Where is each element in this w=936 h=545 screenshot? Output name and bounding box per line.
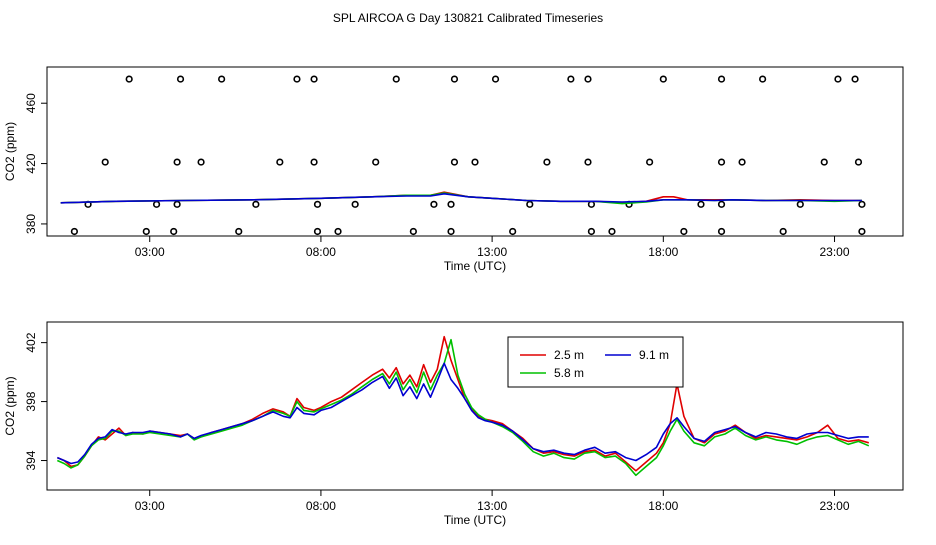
data-point	[70, 227, 78, 236]
data-point	[717, 158, 726, 166]
x-axis-label: Time (UTC)	[444, 513, 506, 527]
data-point	[310, 158, 318, 166]
bottom-panel: 03:00 08:00 13:00 18:00 23:00 394 398 402 Time (…	[3, 321, 904, 527]
x-axis-label: Time (UTC)	[444, 259, 506, 273]
y-tick-label: 380	[24, 214, 38, 234]
data-point	[820, 158, 828, 166]
data-point	[697, 200, 705, 208]
chart-title: SPL AIRCOA G Day 130821 Calibrated Times…	[333, 11, 603, 25]
data-point	[101, 158, 109, 166]
y-axis-label: CO2 (ppm)	[3, 122, 17, 181]
data-point	[587, 200, 596, 208]
legend-label: 9.1 m	[639, 348, 669, 362]
data-point	[197, 158, 205, 166]
legend-label: 2.5 m	[554, 348, 584, 362]
x-tick-label: 03:00	[135, 245, 165, 259]
data-point	[450, 158, 459, 166]
x-tick-label: 08:00	[306, 499, 336, 513]
legend-box	[507, 336, 684, 388]
series-line-2-5-m	[56, 335, 870, 472]
plot-area	[56, 335, 870, 477]
data-point	[858, 227, 866, 236]
data-point	[430, 200, 438, 208]
data-point	[858, 200, 866, 208]
data-point	[717, 75, 726, 83]
data-point	[372, 158, 380, 166]
data-point	[759, 75, 767, 83]
legend-label: 5.8 m	[554, 366, 584, 380]
top-panel: 03:00 08:00 13:00 18:00 23:00 380 420 460 Time (…	[3, 66, 904, 273]
data-point	[587, 227, 596, 236]
y-tick-label: 398	[24, 391, 38, 411]
data-point	[313, 227, 322, 236]
data-point	[584, 158, 592, 166]
data-point	[235, 227, 243, 236]
series-line-5-8-m	[60, 192, 862, 205]
data-point	[471, 158, 479, 166]
x-tick-label: 13:00	[477, 499, 507, 513]
data-point	[450, 75, 459, 83]
x-tick-label: 18:00	[648, 245, 678, 259]
data-point	[276, 158, 284, 166]
y-tick-label: 420	[24, 153, 38, 173]
data-point	[738, 158, 746, 166]
data-point	[717, 227, 726, 236]
data-point	[854, 158, 863, 166]
data-point	[310, 75, 318, 83]
x-tick-label: 13:00	[477, 245, 507, 259]
data-point	[526, 200, 534, 208]
data-point	[152, 200, 161, 208]
x-tick-label: 08:00	[306, 245, 336, 259]
x-tick-label: 03:00	[135, 499, 165, 513]
x-tick-label: 23:00	[820, 499, 850, 513]
data-point	[125, 75, 133, 83]
data-point	[447, 200, 455, 208]
y-tick-label: 402	[24, 332, 38, 352]
data-point	[293, 75, 301, 83]
data-point	[142, 227, 150, 236]
data-point	[796, 200, 804, 208]
data-point	[173, 200, 181, 208]
data-point	[170, 227, 178, 236]
data-point	[409, 227, 417, 236]
data-point	[584, 75, 592, 83]
data-point	[509, 227, 517, 236]
data-point	[680, 227, 688, 236]
data-point	[659, 75, 667, 83]
y-tick-label: 460	[24, 93, 38, 113]
series-line-9-1-m	[56, 362, 869, 465]
data-point	[491, 75, 500, 83]
legend: 2.5 m 9.1 m 5.8 m	[507, 336, 684, 388]
data-point	[834, 75, 842, 83]
data-point	[567, 75, 575, 83]
y-axis-label: CO2 (ppm)	[3, 376, 17, 435]
plot-frame	[46, 321, 904, 491]
data-point	[334, 227, 342, 236]
series-line-5-8-m	[56, 338, 870, 477]
data-point	[218, 75, 226, 83]
x-tick-label: 18:00	[648, 499, 678, 513]
series-line-9-1-m	[60, 193, 862, 204]
y-tick-label: 394	[24, 450, 38, 470]
x-tick-label: 23:00	[820, 245, 850, 259]
data-point	[608, 227, 616, 236]
data-point	[173, 158, 181, 166]
data-point	[176, 75, 185, 83]
data-point	[543, 158, 551, 166]
data-point	[447, 227, 455, 236]
data-point	[717, 200, 726, 208]
plot-frame	[46, 66, 904, 237]
data-point	[392, 75, 400, 83]
data-point	[313, 200, 322, 208]
data-point	[252, 200, 260, 208]
data-point	[351, 200, 359, 208]
plot-area	[60, 75, 866, 236]
data-point	[779, 227, 787, 236]
data-point	[646, 158, 654, 166]
data-point	[851, 75, 859, 83]
